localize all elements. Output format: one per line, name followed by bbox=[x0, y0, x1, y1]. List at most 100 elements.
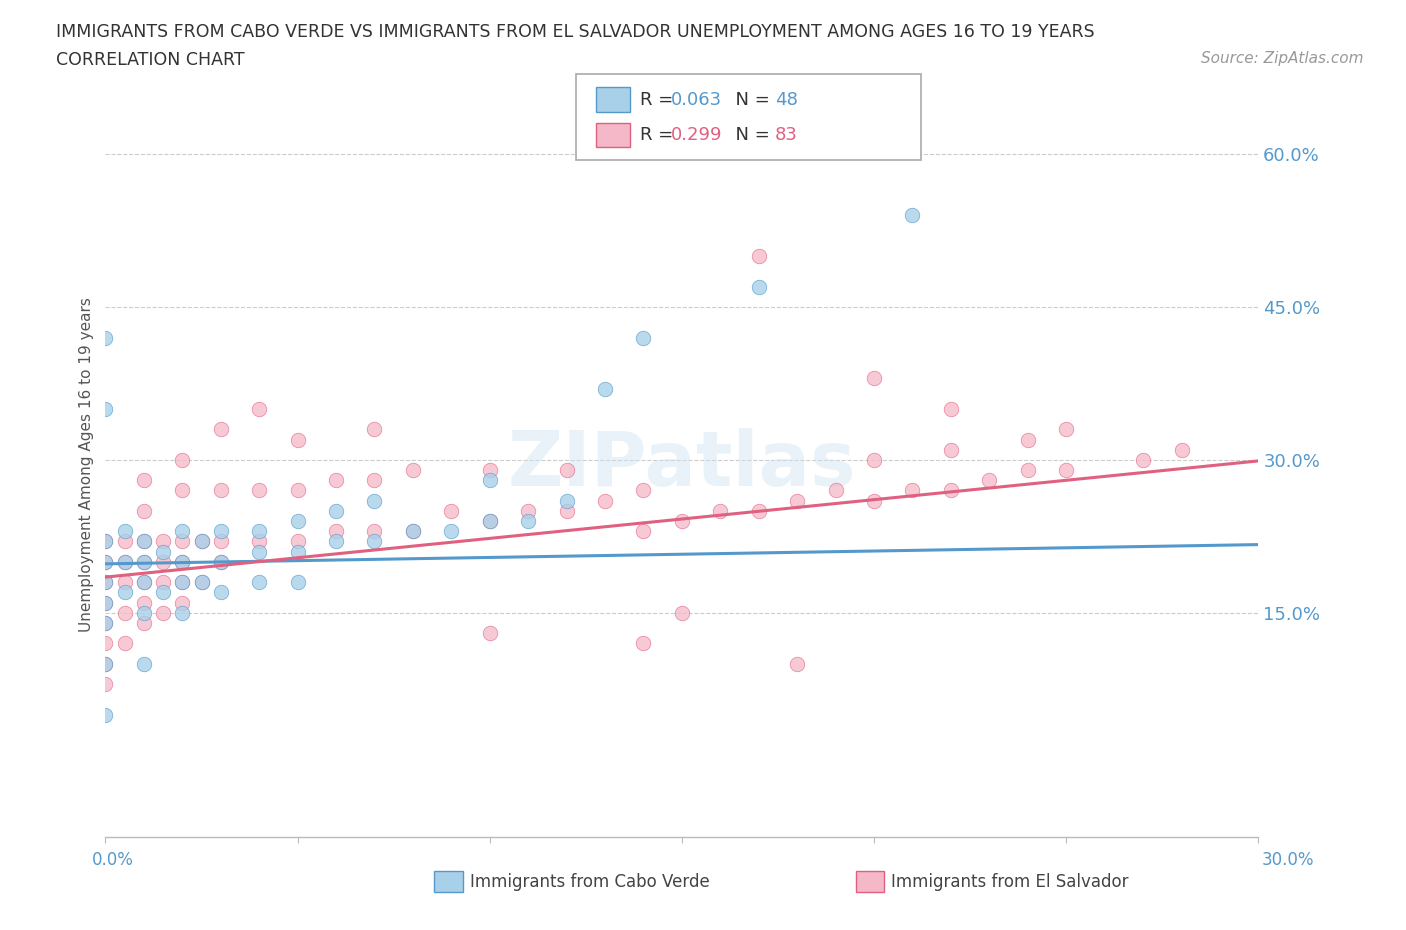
Point bbox=[402, 524, 425, 538]
Point bbox=[363, 422, 385, 437]
Point bbox=[363, 472, 385, 487]
Point bbox=[114, 524, 136, 538]
Point bbox=[172, 554, 194, 569]
Point bbox=[172, 575, 194, 590]
Point bbox=[152, 605, 174, 620]
Point bbox=[363, 524, 385, 538]
Point bbox=[709, 503, 731, 518]
Point bbox=[287, 575, 309, 590]
Point bbox=[132, 605, 155, 620]
Point bbox=[172, 524, 194, 538]
Point bbox=[94, 575, 117, 590]
Point bbox=[247, 402, 270, 417]
Point bbox=[172, 554, 194, 569]
Text: Immigrants from Cabo Verde: Immigrants from Cabo Verde bbox=[470, 872, 710, 891]
Point bbox=[402, 462, 425, 477]
Point bbox=[94, 657, 117, 671]
Point bbox=[325, 534, 347, 549]
Text: 0.0%: 0.0% bbox=[91, 851, 134, 870]
Point bbox=[748, 248, 770, 263]
Point bbox=[209, 422, 232, 437]
Point bbox=[671, 605, 693, 620]
Point bbox=[863, 371, 886, 386]
Point bbox=[114, 636, 136, 651]
Point bbox=[132, 595, 155, 610]
Text: R =: R = bbox=[640, 90, 679, 109]
Text: 0.299: 0.299 bbox=[671, 126, 723, 144]
Point bbox=[172, 453, 194, 468]
Text: 83: 83 bbox=[775, 126, 797, 144]
Point bbox=[94, 554, 117, 569]
Point bbox=[114, 575, 136, 590]
Point bbox=[1054, 422, 1077, 437]
Point bbox=[152, 554, 174, 569]
Point bbox=[132, 554, 155, 569]
Point bbox=[247, 534, 270, 549]
Point bbox=[209, 554, 232, 569]
Point bbox=[132, 575, 155, 590]
Point bbox=[190, 534, 212, 549]
Point bbox=[247, 483, 270, 498]
Text: CORRELATION CHART: CORRELATION CHART bbox=[56, 51, 245, 69]
Point bbox=[1132, 453, 1154, 468]
Point bbox=[132, 657, 155, 671]
Text: N =: N = bbox=[724, 90, 776, 109]
Point bbox=[440, 524, 463, 538]
Point bbox=[152, 575, 174, 590]
Point bbox=[287, 544, 309, 559]
Point bbox=[939, 402, 962, 417]
Point bbox=[190, 575, 212, 590]
Point bbox=[863, 493, 886, 508]
Point bbox=[132, 534, 155, 549]
Point bbox=[979, 472, 1001, 487]
Point bbox=[555, 503, 578, 518]
Text: Immigrants from El Salvador: Immigrants from El Salvador bbox=[891, 872, 1129, 891]
Point bbox=[209, 554, 232, 569]
Point bbox=[478, 513, 501, 528]
Text: 30.0%: 30.0% bbox=[1263, 851, 1315, 870]
Point bbox=[824, 483, 846, 498]
Point bbox=[114, 554, 136, 569]
Point bbox=[633, 636, 655, 651]
Point bbox=[478, 513, 501, 528]
Point bbox=[786, 493, 808, 508]
Point bbox=[247, 575, 270, 590]
Point bbox=[94, 534, 117, 549]
Y-axis label: Unemployment Among Ages 16 to 19 years: Unemployment Among Ages 16 to 19 years bbox=[79, 298, 94, 632]
Point bbox=[172, 595, 194, 610]
Point bbox=[287, 513, 309, 528]
Point bbox=[1017, 432, 1039, 447]
Point bbox=[287, 534, 309, 549]
Point bbox=[190, 534, 212, 549]
Point bbox=[94, 657, 117, 671]
Point bbox=[748, 279, 770, 294]
Point bbox=[287, 432, 309, 447]
Point bbox=[325, 472, 347, 487]
Point bbox=[152, 585, 174, 600]
Point bbox=[152, 544, 174, 559]
Point bbox=[132, 554, 155, 569]
Point bbox=[172, 575, 194, 590]
Point bbox=[633, 524, 655, 538]
Point bbox=[1054, 462, 1077, 477]
Point bbox=[402, 524, 425, 538]
Point bbox=[440, 503, 463, 518]
Point bbox=[517, 513, 540, 528]
Point bbox=[363, 493, 385, 508]
Text: Source: ZipAtlas.com: Source: ZipAtlas.com bbox=[1201, 51, 1364, 66]
Text: 48: 48 bbox=[775, 90, 797, 109]
Point bbox=[1170, 443, 1192, 458]
Point bbox=[172, 605, 194, 620]
Point bbox=[114, 554, 136, 569]
Point bbox=[132, 575, 155, 590]
Point bbox=[247, 524, 270, 538]
Point bbox=[94, 677, 117, 692]
Text: 0.063: 0.063 bbox=[671, 90, 721, 109]
Point bbox=[94, 330, 117, 345]
Point bbox=[325, 524, 347, 538]
Point bbox=[190, 575, 212, 590]
Point bbox=[94, 636, 117, 651]
Point bbox=[172, 483, 194, 498]
Point bbox=[287, 483, 309, 498]
Point bbox=[748, 503, 770, 518]
